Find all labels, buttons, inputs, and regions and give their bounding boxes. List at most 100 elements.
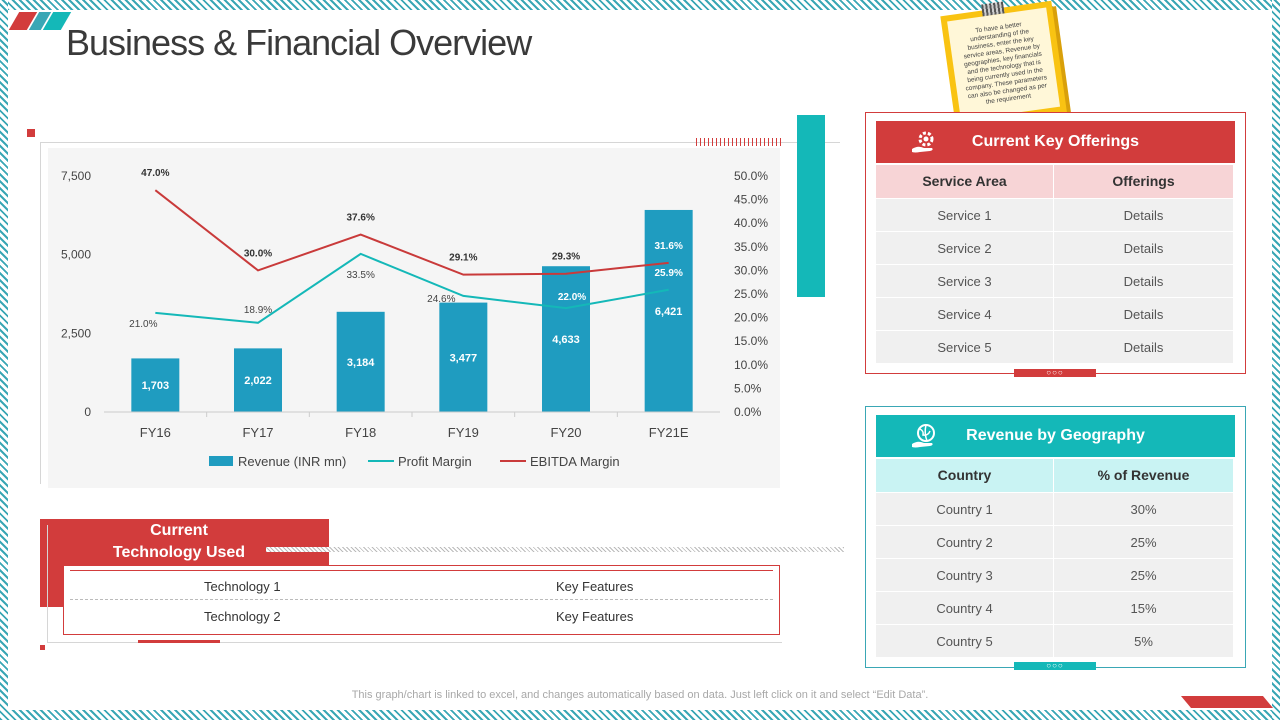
chart-bar xyxy=(542,266,590,412)
table-cell: Details xyxy=(1123,241,1164,256)
x-tick-label: FY20 xyxy=(550,425,581,440)
x-tick-label: FY19 xyxy=(448,425,479,440)
key-offerings-title: Current Key Offerings xyxy=(971,133,1140,150)
y-right-tick-label: 30.0% xyxy=(734,263,768,277)
decor-square xyxy=(27,129,35,137)
financial-chart: FY16 FY17 FY18 FY19 FY20 FY21E 0 2,500 5,000 7,50… xyxy=(61,168,768,469)
corner-decoration xyxy=(1180,696,1274,708)
profit-margin-label: 24.6% xyxy=(427,294,455,305)
divider xyxy=(40,142,41,484)
y-right-tick-label: 10.0% xyxy=(734,358,768,372)
column-header: Offerings xyxy=(1112,173,1175,189)
key-offerings-header: Current Key Offerings xyxy=(876,121,1235,163)
frame-bottom xyxy=(0,710,1280,720)
chart-bar xyxy=(439,302,488,412)
y-right-tick-label: 20.0% xyxy=(734,311,768,325)
bar-value-label: 3,184 xyxy=(347,357,375,369)
ebitda-margin-label: 30.0% xyxy=(244,248,272,259)
technology-name: Technology 1 xyxy=(204,579,281,594)
table-cell: Service 1 xyxy=(876,199,1054,232)
chart-bar xyxy=(644,209,693,412)
table-cell: Country 4 xyxy=(876,592,1054,625)
y-right-tick-label: 45.0% xyxy=(734,193,768,207)
more-dots-tab[interactable]: ○○○ xyxy=(1014,662,1096,670)
y-right-tick-label: 40.0% xyxy=(734,216,768,230)
bar-value-label: 3,477 xyxy=(450,352,478,364)
gear-hand-icon xyxy=(912,131,934,153)
column-header: % of Revenue xyxy=(1097,467,1190,483)
table-row: Service 4 Details xyxy=(876,297,1233,331)
frame-left xyxy=(0,0,8,720)
more-dots-tab[interactable]: ○○○ xyxy=(1014,369,1096,377)
y-right-tick-label: 25.0% xyxy=(734,287,768,301)
ebitda-margin-line xyxy=(154,189,669,276)
key-offerings-panel: Current Key Offerings Service Area Offer… xyxy=(865,112,1246,374)
revenue-geography-panel: Revenue by Geography Country % of Revenu… xyxy=(865,406,1246,668)
table-cell: Country 2 xyxy=(876,526,1054,559)
profit-margin-label: 18.9% xyxy=(244,305,272,316)
table-cell: Details xyxy=(1123,208,1164,223)
x-tick-label: FY18 xyxy=(345,425,376,440)
table-cell: Details xyxy=(1123,307,1164,322)
decor-underline xyxy=(138,640,220,643)
bar-value-label: 2,022 xyxy=(244,375,272,387)
chart-bar xyxy=(234,348,282,412)
y-right-tick-label: 15.0% xyxy=(734,334,768,348)
y-right-tick-label: 5.0% xyxy=(734,381,762,395)
technology-features: Key Features xyxy=(556,609,634,624)
table-cell: 25% xyxy=(1130,535,1157,550)
profit-margin-label: 25.9% xyxy=(654,268,682,279)
profit-margin-line xyxy=(155,252,669,324)
decor-stripe xyxy=(266,547,844,552)
column-header: Service Area xyxy=(876,165,1054,198)
decor-ticks xyxy=(696,138,784,146)
legend-label-ebitda: EBITDA Margin xyxy=(530,454,620,469)
table-row: Country 5 5% xyxy=(876,624,1233,658)
divider xyxy=(40,142,840,143)
technology-name: Technology 2 xyxy=(204,609,281,624)
table-row: Service 3 Details xyxy=(876,264,1233,298)
table-cell: Country 3 xyxy=(876,559,1054,592)
legend-label-revenue: Revenue (INR mn) xyxy=(238,454,346,469)
table-cell: Service 4 xyxy=(876,298,1054,331)
bar-value-label: 1,703 xyxy=(142,380,170,392)
frame-right xyxy=(1272,0,1280,720)
table-cell: Service 2 xyxy=(876,232,1054,265)
sticky-note-text: To have a better understanding of the bu… xyxy=(947,7,1061,121)
x-tick-label: FY16 xyxy=(140,425,171,440)
legend-label-profit: Profit Margin xyxy=(398,454,472,469)
profit-margin-label: 22.0% xyxy=(558,292,586,303)
divider xyxy=(47,525,48,643)
x-tick-label: FY21E xyxy=(649,425,689,440)
y-left-tick-label: 2,500 xyxy=(61,326,91,340)
technology-title: Current Technology Used xyxy=(40,520,318,564)
table-cell: Details xyxy=(1123,274,1164,289)
y-right-tick-label: 50.0% xyxy=(734,169,768,183)
y-right-tick-label: 0.0% xyxy=(734,405,762,419)
ebitda-margin-label: 47.0% xyxy=(141,168,169,179)
table-header-row: Service Area Offerings xyxy=(876,165,1233,198)
y-left-tick-label: 0 xyxy=(84,405,91,419)
table-cell: Country 5 xyxy=(876,625,1054,658)
table-row: Country 3 25% xyxy=(876,558,1233,592)
table-cell: 15% xyxy=(1130,601,1157,616)
technology-features: Key Features xyxy=(556,579,634,594)
table-cell: 30% xyxy=(1130,502,1157,517)
ebitda-margin-label: 31.6% xyxy=(654,241,682,252)
legend-swatch-revenue xyxy=(209,456,233,466)
y-left-tick-label: 7,500 xyxy=(61,169,91,183)
table-row: Technology 1 Key Features xyxy=(70,570,773,600)
y-left-tick-label: 5,000 xyxy=(61,248,91,262)
frame-top xyxy=(0,0,1280,10)
page-title: Business & Financial Overview xyxy=(66,22,532,63)
decor-square xyxy=(40,645,45,650)
table-row: Technology 2 Key Features xyxy=(70,601,773,631)
table-cell: 25% xyxy=(1130,568,1157,583)
profit-margin-label: 21.0% xyxy=(129,319,157,330)
technology-title-line1: Current xyxy=(150,522,208,539)
chart-bar xyxy=(336,311,385,412)
table-row: Service 1 Details xyxy=(876,198,1233,232)
table-cell: Country 1 xyxy=(876,493,1054,526)
profit-margin-label: 33.5% xyxy=(346,270,374,281)
technology-title-line2: Technology Used xyxy=(112,544,246,561)
